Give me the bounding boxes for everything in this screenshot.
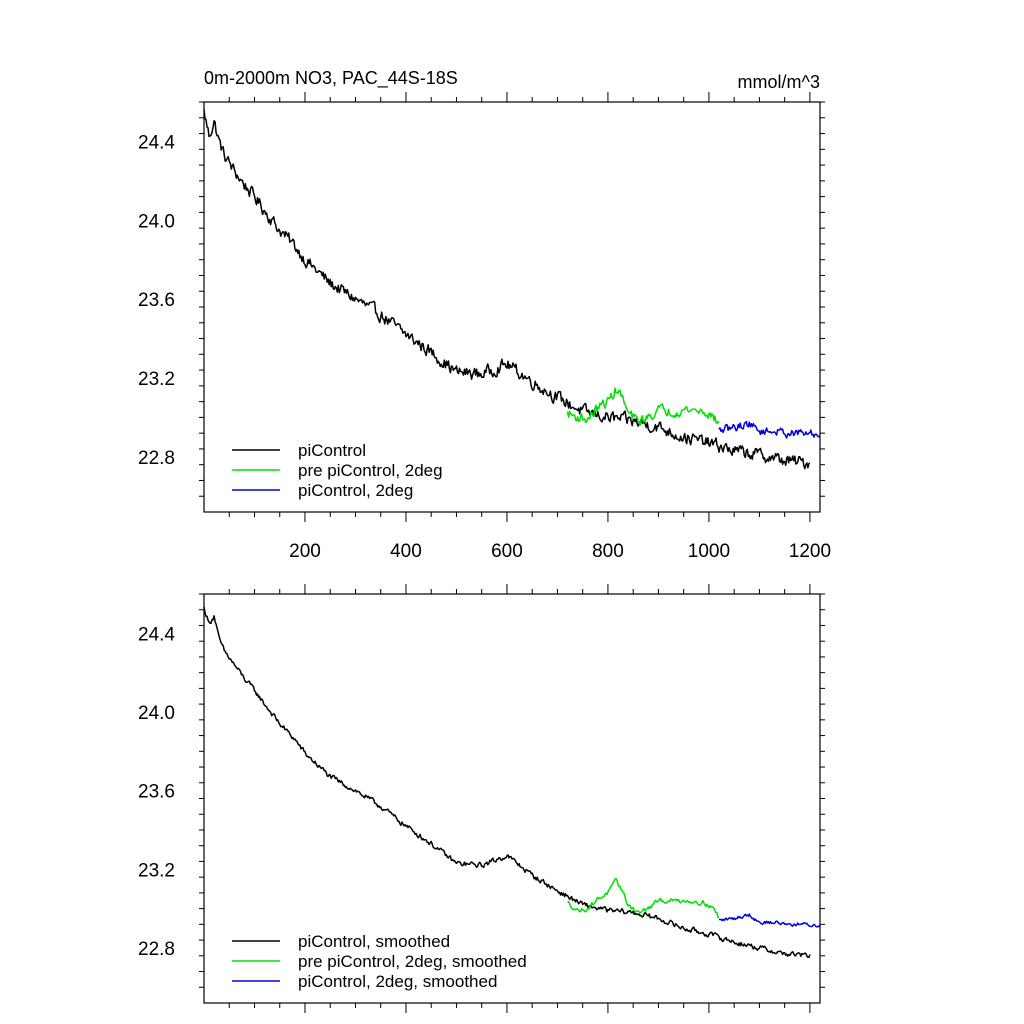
bottom-series-line-pre-picontrol-2deg-smoothed (567, 877, 720, 919)
y-tick-label: 23.6 (138, 290, 175, 311)
x-tick-label: 800 (592, 541, 624, 562)
top-chart-title: 0m-2000m NO3, PAC_44S-18S (204, 68, 458, 89)
y-tick-label: 23.2 (138, 860, 175, 881)
legend-label: piControl, smoothed (298, 932, 450, 951)
y-tick-label: 22.8 (138, 448, 175, 469)
x-tick-label: 400 (390, 541, 422, 562)
bottom-series-line-picontrol-2deg-smoothed (719, 913, 821, 928)
legend-label: piControl, 2deg (298, 481, 413, 500)
top-series-line-picontrol (203, 109, 811, 470)
y-tick-label: 24.0 (138, 703, 175, 724)
y-tick-label: 24.4 (138, 624, 175, 645)
y-tick-label: 23.6 (138, 782, 175, 803)
bottom-plot-frame (203, 593, 821, 1004)
legend-label: pre piControl, 2deg, smoothed (298, 952, 527, 971)
legend-label: piControl, 2deg, smoothed (298, 972, 497, 991)
y-tick-label: 22.8 (138, 939, 175, 960)
top-chart-units: mmol/m^3 (738, 72, 820, 92)
y-tick-label: 24.4 (138, 132, 175, 153)
x-tick-label: 600 (491, 541, 523, 562)
x-tick-label: 1200 (789, 541, 831, 562)
y-tick-label: 23.2 (138, 369, 175, 390)
top-series-line-picontrol-2deg (718, 420, 821, 439)
y-tick-label: 24.0 (138, 211, 175, 232)
top-chart-panel: 22.8 23.2 23.6 24.0 24.4 200 400 600 800 1000 1200… (138, 92, 831, 562)
legend-label: piControl (298, 441, 366, 460)
bottom-series-line-picontrol-smoothed (203, 606, 811, 959)
x-tick-label: 200 (289, 541, 321, 562)
x-tick-label: 1000 (688, 541, 730, 562)
legend-label: pre piControl, 2deg (298, 461, 443, 480)
top-series-line-pre-picontrol-2deg (566, 387, 720, 426)
